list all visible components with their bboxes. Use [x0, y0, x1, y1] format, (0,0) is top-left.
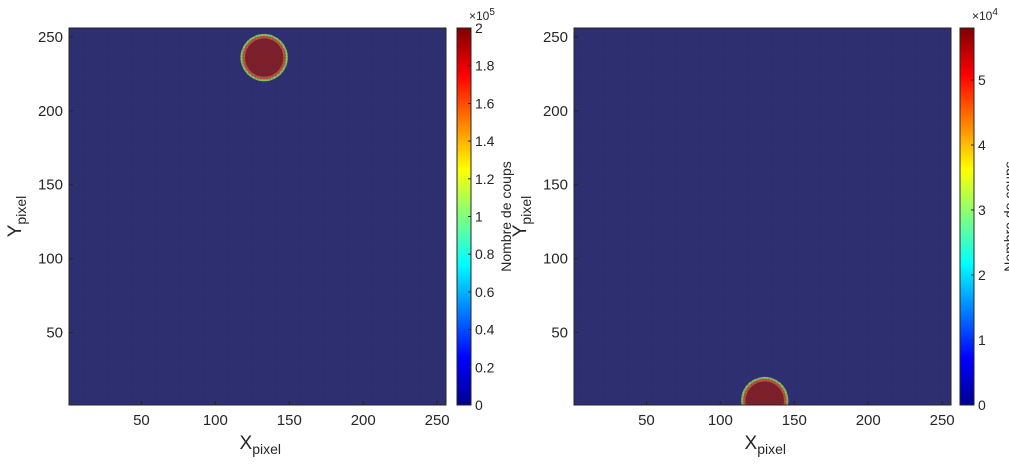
x-tick-label: 100 [708, 412, 733, 429]
y-tick-label: 150 [543, 177, 568, 194]
colorbar-tick-label: 0.4 [475, 322, 495, 338]
colorbar-tick-label: 1 [475, 209, 483, 225]
axes-frame [573, 27, 952, 406]
x-tick-label: 250 [425, 412, 450, 429]
colorbar-tick-label: 1.4 [475, 133, 495, 149]
x-tick-label: 250 [930, 412, 955, 429]
colorbar-tick-label: 0.2 [475, 359, 495, 375]
colorbar-tick-label: 1 [978, 332, 986, 348]
colorbar-tick-label: 1.8 [475, 58, 495, 74]
y-axis-label-subscript: pixel [13, 196, 29, 225]
heatmap-panel-left: 50 100 150 200 25050100150200250XpixelYpixel… [5, 7, 514, 457]
colorbar-tick-label: 2 [978, 267, 986, 283]
heatmap-background [574, 28, 951, 405]
x-axis-label: Xpixel [240, 433, 281, 457]
x-tick-label: 200 [351, 412, 376, 429]
x-tick-label: 200 [856, 412, 881, 429]
y-tick-label: 200 [543, 103, 568, 120]
x-tick-label: 100 [203, 412, 228, 429]
colorbar-label: Nombre de coups [498, 161, 514, 272]
colorbar-tick-label: 2 [475, 20, 483, 36]
y-axis-label: Ypixel [510, 196, 534, 237]
colorbar-exponent-base: ×10 [469, 9, 490, 23]
x-tick-label: 50 [638, 412, 655, 429]
colorbar-tick-label: 0 [978, 397, 986, 413]
y-tick-label: 50 [551, 325, 568, 342]
axes-frame [68, 27, 447, 406]
y-tick-label: 50 [46, 325, 63, 342]
x-tick-label: 150 [277, 412, 302, 429]
x-tick-label: 50 [133, 412, 150, 429]
colorbar-exponent: ×105 [469, 7, 495, 23]
colorbar-tick-label: 5 [978, 72, 986, 88]
y-axis-label-main: Y [5, 224, 26, 237]
y-axis-label-subscript: pixel [518, 196, 534, 225]
x-tick-label: 150 [782, 412, 807, 429]
colorbar-tick-label: 1.6 [475, 95, 495, 111]
colorbar-tick-label: 3 [978, 202, 986, 218]
x-axis-label: Xpixel [745, 433, 786, 457]
pixel-grid [574, 28, 951, 405]
x-axis-label-subscript: pixel [757, 441, 786, 457]
colorbar-exponent-power: 5 [489, 7, 495, 18]
heatmap-panel-right: 50 100 150 200 25050100150200250XpixelYpixel… [510, 7, 1009, 457]
y-tick-label: 200 [38, 103, 63, 120]
colorbar-label: Nombre de coups [1001, 161, 1009, 272]
colorbar-exponent-base: ×10 [972, 9, 993, 23]
x-axis-label-main: X [240, 433, 253, 454]
x-axis-label-main: X [745, 433, 758, 454]
colorbar-tick-label: 0.8 [475, 246, 495, 262]
colorbar-tick-label: 0.6 [475, 284, 495, 300]
heatmap-background [69, 28, 446, 405]
y-axis-label-main: Y [510, 224, 531, 237]
colorbar-tick-label: 1.2 [475, 171, 495, 187]
y-tick-label: 100 [38, 251, 63, 268]
colorbar-tick-label: 4 [978, 137, 986, 153]
y-tick-label: 150 [38, 177, 63, 194]
y-tick-label: 100 [543, 251, 568, 268]
colorbar-exponent: ×104 [972, 7, 998, 23]
colorbar-tick-label: 0 [475, 397, 483, 413]
x-axis-label-subscript: pixel [252, 441, 281, 457]
y-tick-label: 250 [38, 29, 63, 46]
y-axis-label: Ypixel [5, 196, 29, 237]
pixel-grid [69, 28, 446, 405]
colorbar [959, 27, 975, 406]
hot-spot-core [745, 381, 784, 405]
colorbar-exponent-power: 4 [992, 7, 998, 18]
y-tick-label: 250 [543, 29, 568, 46]
